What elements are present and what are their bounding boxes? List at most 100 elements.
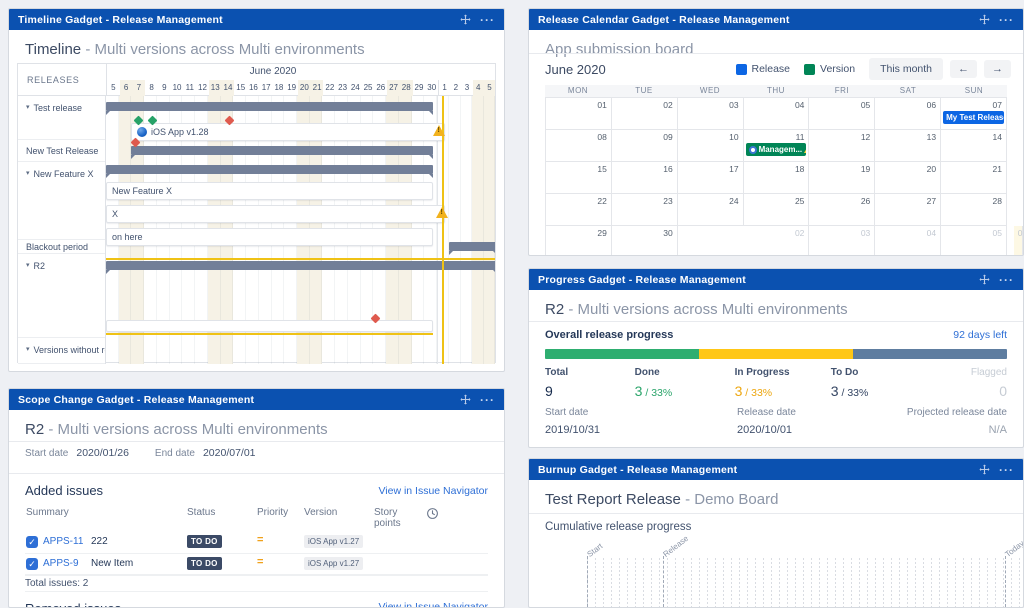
this-month-button[interactable]: This month [869, 58, 943, 80]
gantt-group-bar-r2[interactable] [106, 261, 495, 274]
calendar-cell[interactable]: 18 [743, 162, 810, 194]
calendar-cell[interactable]: 26 [809, 194, 876, 226]
next-month-button[interactable]: → [984, 60, 1011, 78]
checkbox-checked[interactable]: ✓ [26, 536, 38, 548]
checkbox-checked[interactable]: ✓ [26, 558, 38, 570]
scope-gadget-header[interactable]: Scope Change Gadget - Release Management… [9, 389, 504, 410]
gantt-bar-x[interactable]: X [106, 205, 445, 223]
gantt-bar-new-feature-x[interactable]: New Feature X [106, 182, 433, 200]
calendar-date: 01 [597, 100, 607, 110]
issue-summary: 222 [91, 536, 108, 547]
gantt-bar-on-here[interactable]: on here [106, 228, 433, 246]
calendar-event-release[interactable]: My Test Release [943, 111, 1004, 124]
calendar-cell[interactable]: 12 [809, 130, 876, 162]
calendar-cell[interactable]: 01 [1013, 226, 1023, 255]
timeline-day-label: 12 [198, 83, 207, 92]
calendar-date: 29 [597, 228, 607, 238]
gantt-group-bar-test-release[interactable] [106, 102, 433, 115]
calendar-cell[interactable]: 04 [743, 98, 810, 130]
calendar-event-version[interactable]: Managem... [745, 143, 807, 156]
more-options-icon[interactable]: ··· [999, 12, 1014, 27]
move-icon[interactable] [460, 14, 471, 25]
timeline-release-row-label[interactable]: ▾ Test release [18, 96, 105, 140]
gadget-header-title: Release Calendar Gadget - Release Manage… [538, 13, 790, 26]
calendar-cell[interactable]: 13 [875, 130, 942, 162]
gantt-bar-blackout-period[interactable] [449, 242, 495, 255]
gantt-bar-ios-app[interactable]: iOS App v1.28 [131, 123, 445, 141]
prev-month-button[interactable]: ← [950, 60, 977, 78]
burnup-marker-start: Start [585, 541, 604, 607]
timeline-day-label: 16 [248, 83, 258, 92]
more-options-icon[interactable]: ··· [480, 392, 495, 407]
scope-date-range: Start date 2020/01/26 End date 2020/07/0… [25, 447, 274, 459]
calendar-cell[interactable]: 05 [941, 226, 1007, 255]
move-icon[interactable] [460, 394, 471, 405]
view-in-issue-navigator-link[interactable]: View in Issue Navigator [378, 601, 488, 608]
move-icon[interactable] [979, 274, 990, 285]
calendar-cell[interactable]: 05 [809, 98, 876, 130]
issue-key-link[interactable]: APPS-9 [43, 558, 79, 569]
chevron-down-icon[interactable]: ▾ [26, 170, 30, 177]
timeline-release-row-label[interactable]: Blackout period [18, 240, 105, 254]
calendar-cell[interactable]: 01 [546, 98, 612, 130]
timeline-release-row-label[interactable]: ▾ New Feature X [18, 162, 105, 240]
calendar-cell[interactable]: 04 [875, 226, 942, 255]
issue-row[interactable]: ✓ APPS-11 222 TO DO = iOS App v1.27 [25, 532, 488, 554]
more-options-icon[interactable]: ··· [999, 462, 1014, 477]
calendar-cell[interactable]: 20 [875, 162, 942, 194]
calendar-cell[interactable]: 02 [744, 226, 810, 255]
calendar-cell[interactable]: 09 [611, 130, 678, 162]
timeline-day-column [461, 96, 473, 364]
progress-gadget-header[interactable]: Progress Gadget - Release Management ··· [529, 269, 1023, 290]
gantt-bar-unnamed[interactable] [106, 320, 433, 332]
move-icon[interactable] [979, 14, 990, 25]
chevron-down-icon[interactable]: ▾ [26, 346, 30, 353]
timeline-release-row-label[interactable]: ▾Versions without rel... [18, 338, 105, 364]
calendar-cell[interactable]: 03 [809, 226, 876, 255]
calendar-cell[interactable]: 30 [612, 226, 678, 255]
release-date-underline [106, 333, 433, 335]
calendar-cell[interactable]: 25 [743, 194, 810, 226]
timeline-day-label: 17 [261, 83, 271, 92]
timeline-day-label: 8 [149, 83, 154, 92]
calendar-cell[interactable]: 22 [546, 194, 612, 226]
more-options-icon[interactable]: ··· [480, 12, 495, 27]
calendar-cell[interactable]: 19 [809, 162, 876, 194]
calendar-cell[interactable]: 17 [677, 162, 744, 194]
calendar-cell[interactable]: 11 Managem... [743, 130, 810, 162]
timeline-release-row-label[interactable]: ▾ R2 [18, 254, 105, 338]
calendar-cell[interactable]: 03 [677, 98, 744, 130]
view-in-issue-navigator-link[interactable]: View in Issue Navigator [378, 484, 488, 497]
issue-row[interactable]: ✓ APPS-9 New Item TO DO = iOS App v1.27 [25, 554, 488, 576]
gantt-group-bar-new-feature-x[interactable] [106, 165, 433, 178]
move-icon[interactable] [979, 464, 990, 475]
calendar-cell[interactable]: 16 [611, 162, 678, 194]
timeline-day-label: 10 [172, 83, 182, 92]
more-options-icon[interactable]: ··· [999, 272, 1014, 287]
calendar-gadget-header[interactable]: Release Calendar Gadget - Release Manage… [529, 9, 1023, 30]
timeline-day-column [472, 96, 484, 364]
chevron-down-icon[interactable]: ▾ [26, 262, 30, 269]
timeline-day-label: 2 [453, 83, 459, 92]
calendar-cell[interactable]: 29 [546, 226, 612, 255]
gantt-group-bar-new-test-release[interactable] [131, 146, 433, 159]
calendar-cell[interactable]: 08 [546, 130, 612, 162]
chevron-down-icon[interactable]: ▾ [26, 104, 30, 111]
timeline-gadget-header[interactable]: Timeline Gadget - Release Management ··· [9, 9, 504, 30]
calendar-cell[interactable]: 24 [677, 194, 744, 226]
calendar-cell[interactable]: 14 [941, 130, 1007, 162]
progress-stat-flagged: Flagged 0 [971, 367, 1007, 399]
issue-key-link[interactable]: APPS-11 [43, 536, 84, 547]
timeline-release-row-label[interactable]: New Test Release [18, 140, 105, 162]
calendar-cell[interactable]: 21 [941, 162, 1007, 194]
calendar-cell[interactable]: 15 [546, 162, 612, 194]
burnup-gadget-header[interactable]: Burnup Gadget - Release Management ··· [529, 459, 1023, 480]
calendar-cell[interactable]: 23 [611, 194, 678, 226]
calendar-cell[interactable]: 06 [875, 98, 942, 130]
calendar-cell[interactable]: 10 [677, 130, 744, 162]
burnup-chart-label: Cumulative release progress [545, 521, 692, 533]
calendar-cell[interactable]: 27 [875, 194, 942, 226]
calendar-cell[interactable]: 02 [611, 98, 678, 130]
calendar-cell[interactable]: 28 [941, 194, 1007, 226]
calendar-cell[interactable]: 07 My Test Release [941, 98, 1007, 130]
